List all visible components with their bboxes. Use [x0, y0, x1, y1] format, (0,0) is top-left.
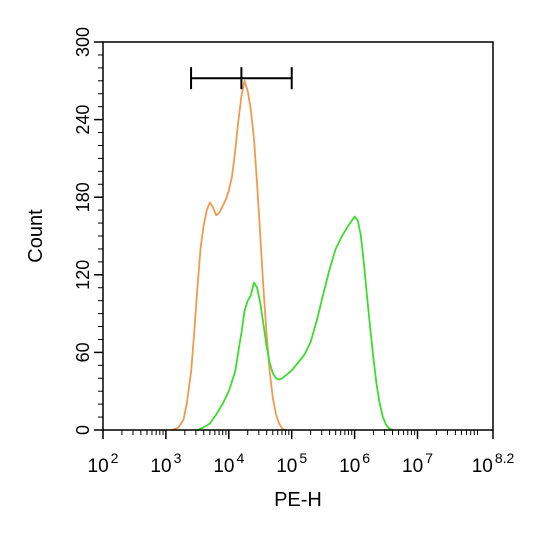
- series-line-2: [196, 215, 394, 431]
- gate-marker: [190, 67, 293, 90]
- y-tick-label: 240: [73, 105, 93, 135]
- y-axis-title: Count: [25, 209, 47, 263]
- y-tick-label: 180: [73, 182, 93, 212]
- y-tick-label: 300: [73, 27, 93, 57]
- x-tick-label: 10 5: [276, 450, 307, 477]
- series-line-1: [171, 79, 287, 431]
- series-layer: [171, 79, 394, 431]
- x-tick-label: 10 2: [88, 450, 119, 477]
- plot-frame: [102, 41, 494, 431]
- axes-layer: [102, 41, 494, 431]
- y-tick-label: 60: [73, 342, 93, 362]
- x-axis-title: PE-H: [274, 489, 322, 511]
- ticks-layer: 0 60 120 180 240 300 10 2 10 3 10 4 10 5 10 6 10 7 10 8.2: [73, 27, 515, 477]
- x-tick-label: 10 6: [339, 450, 370, 477]
- x-tick-label: 10 7: [402, 450, 433, 477]
- x-tick-label: 10 4: [213, 450, 244, 477]
- y-tick-label: 120: [73, 260, 93, 290]
- y-tick-label: 0: [73, 425, 93, 435]
- x-tick-label: 10 8.2: [472, 450, 515, 477]
- x-tick-label: 10 3: [150, 450, 181, 477]
